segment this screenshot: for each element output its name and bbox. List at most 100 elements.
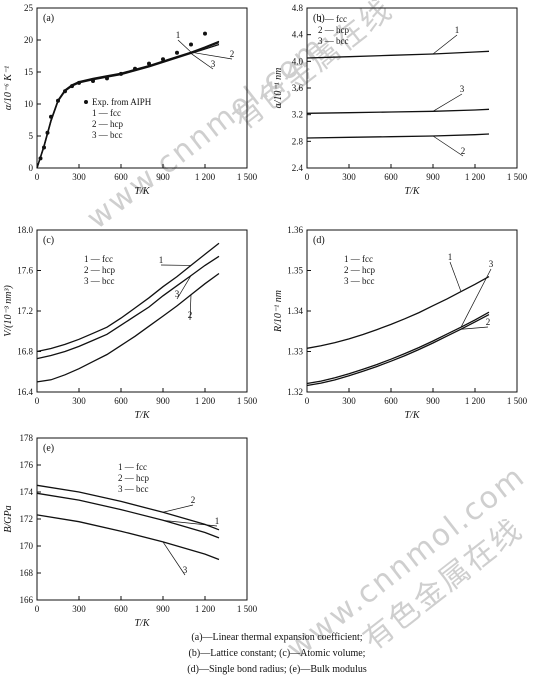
x-tick-label: 1 500	[507, 172, 528, 182]
y-tick-label: 5	[29, 131, 34, 141]
x-tick-label: 600	[114, 172, 128, 182]
y-axis-label: α/10⁻⁶ K⁻¹	[3, 66, 14, 110]
series-number-label: 2	[461, 146, 466, 156]
legend-entry: 1 — fcc	[92, 108, 121, 118]
series-line-fcc	[36, 242, 220, 353]
legend-entry: 1 — fcc	[84, 254, 113, 264]
series-line-hcp	[36, 272, 220, 383]
y-tick-label: 16.4	[17, 387, 33, 397]
data-point-exp	[70, 84, 74, 89]
series-leader-line	[432, 93, 463, 112]
x-tick-label: 900	[426, 396, 440, 406]
data-point-exp	[161, 57, 165, 62]
series-leader-line	[432, 34, 458, 55]
data-point-exp	[105, 76, 109, 81]
x-tick-label: 1 500	[237, 396, 258, 406]
data-point-exp	[133, 66, 137, 71]
x-tick-label: 300	[72, 172, 86, 182]
y-axis-label: a/10⁻¹ nm	[273, 68, 284, 109]
x-axis-label: T/K	[134, 410, 150, 421]
series-line-hcp	[36, 484, 220, 531]
legend-dot-marker	[84, 100, 88, 104]
y-tick-label: 178	[20, 433, 34, 443]
x-tick-label: 1 200	[465, 172, 486, 182]
series-leader-line	[162, 504, 194, 513]
legend-entry: 2 — hcp	[84, 265, 115, 275]
data-point-exp	[63, 89, 67, 94]
x-axis-label: T/K	[404, 186, 420, 197]
caption-line-3: (d)—Single bond radius; (e)—Bulk modulus	[187, 664, 367, 675]
x-tick-label: 1 500	[237, 604, 258, 614]
series-number-label: 1	[455, 25, 460, 35]
x-tick-label: 0	[305, 172, 310, 182]
chart-e: 0 300 600 900 1 200 1 500 166 168 170 172 174 176 17…	[3, 433, 258, 629]
legend-entry: 2 — hcp	[92, 119, 123, 129]
plot-frame	[306, 229, 518, 393]
y-tick-label: 166	[20, 595, 34, 605]
chart-a: 0 300 600 900 1 200 1 500 0 5 10 15 20 25 T/K α/10⁻⁶ …	[3, 3, 258, 197]
legend-entry: 3 — bcc	[344, 276, 375, 286]
x-tick-label: 0	[305, 396, 310, 406]
x-axis-label: T/K	[134, 186, 150, 197]
y-tick-label: 25	[24, 3, 34, 13]
x-tick-label: 300	[72, 604, 86, 614]
series-number-label: 2	[188, 310, 193, 320]
x-tick-label: 0	[35, 604, 40, 614]
caption-line-1: (a)—Linear thermal expansion coefficient…	[191, 632, 363, 643]
series-number-label: 1	[176, 30, 181, 40]
panel-label: (c)	[43, 235, 54, 246]
x-tick-label: 600	[114, 604, 128, 614]
data-point-exp	[91, 78, 95, 83]
series-number-label: 2	[230, 49, 235, 59]
series-line-fcc	[306, 50, 490, 59]
legend-entry: 3 — bcc	[318, 36, 349, 46]
y-tick-label: 2.8	[292, 136, 304, 146]
series-line-bcc	[306, 108, 490, 114]
series-leader-line	[190, 53, 214, 70]
y-tick-label: 1.32	[287, 387, 303, 397]
chart-b: 0 300 600 900 1 200 1 500 2.4 2.8 3.2 3.6 4.0 4.4 4.…	[273, 3, 528, 197]
y-tick-label: 3.2	[292, 110, 303, 120]
y-tick-label: 2.4	[292, 163, 304, 173]
y-tick-label: 1.35	[287, 266, 303, 276]
x-tick-label: 1 500	[237, 172, 258, 182]
series-line-bcc	[36, 255, 220, 360]
y-tick-label: 16.8	[17, 347, 33, 357]
legend-entry: 1 — fcc	[118, 462, 147, 472]
x-tick-label: 900	[156, 172, 170, 182]
chart-c: 0 300 600 900 1 200 1 500 16.4 16.8 17.2 17.6 18.0…	[3, 225, 258, 421]
x-tick-label: 1 500	[507, 396, 528, 406]
legend-entry: 1 — fcc	[318, 14, 347, 24]
series-line-fcc	[306, 276, 490, 349]
y-tick-label: 168	[20, 568, 34, 578]
x-tick-label: 600	[384, 172, 398, 182]
y-tick-label: 3.6	[292, 83, 304, 93]
legend-entry: 3 — bcc	[84, 276, 115, 286]
series-leader-line	[162, 541, 186, 576]
legend-entry: 2 — hcp	[318, 25, 349, 35]
x-tick-label: 300	[342, 172, 356, 182]
y-axis-label: V/(10⁻³ nm³)	[3, 285, 14, 337]
data-point-exp	[42, 145, 46, 150]
x-axis-label: T/K	[404, 410, 420, 421]
x-tick-label: 1 200	[465, 396, 486, 406]
y-tick-label: 17.2	[17, 306, 33, 316]
series-number-label: 2	[486, 317, 491, 327]
panel-label: (d)	[313, 235, 325, 246]
panel-label: (e)	[43, 443, 54, 454]
x-tick-label: 300	[72, 396, 86, 406]
y-tick-label: 15	[24, 67, 34, 77]
series-number-label: 3	[183, 565, 188, 575]
legend-entry: 3 — bcc	[118, 484, 149, 494]
series-line-fcc	[36, 492, 220, 539]
caption-line-2: (b)—Lattice constant; (c)—Atomic volume;	[188, 648, 366, 659]
series-leader-line	[176, 275, 192, 300]
data-point-exp	[38, 156, 43, 161]
series-leader-line	[449, 261, 462, 292]
series-number-label: 3	[211, 59, 216, 69]
y-tick-label: 1.36	[287, 225, 303, 235]
series-leader-line	[460, 326, 489, 330]
y-tick-label: 18.0	[17, 225, 33, 235]
x-tick-label: 900	[156, 396, 170, 406]
